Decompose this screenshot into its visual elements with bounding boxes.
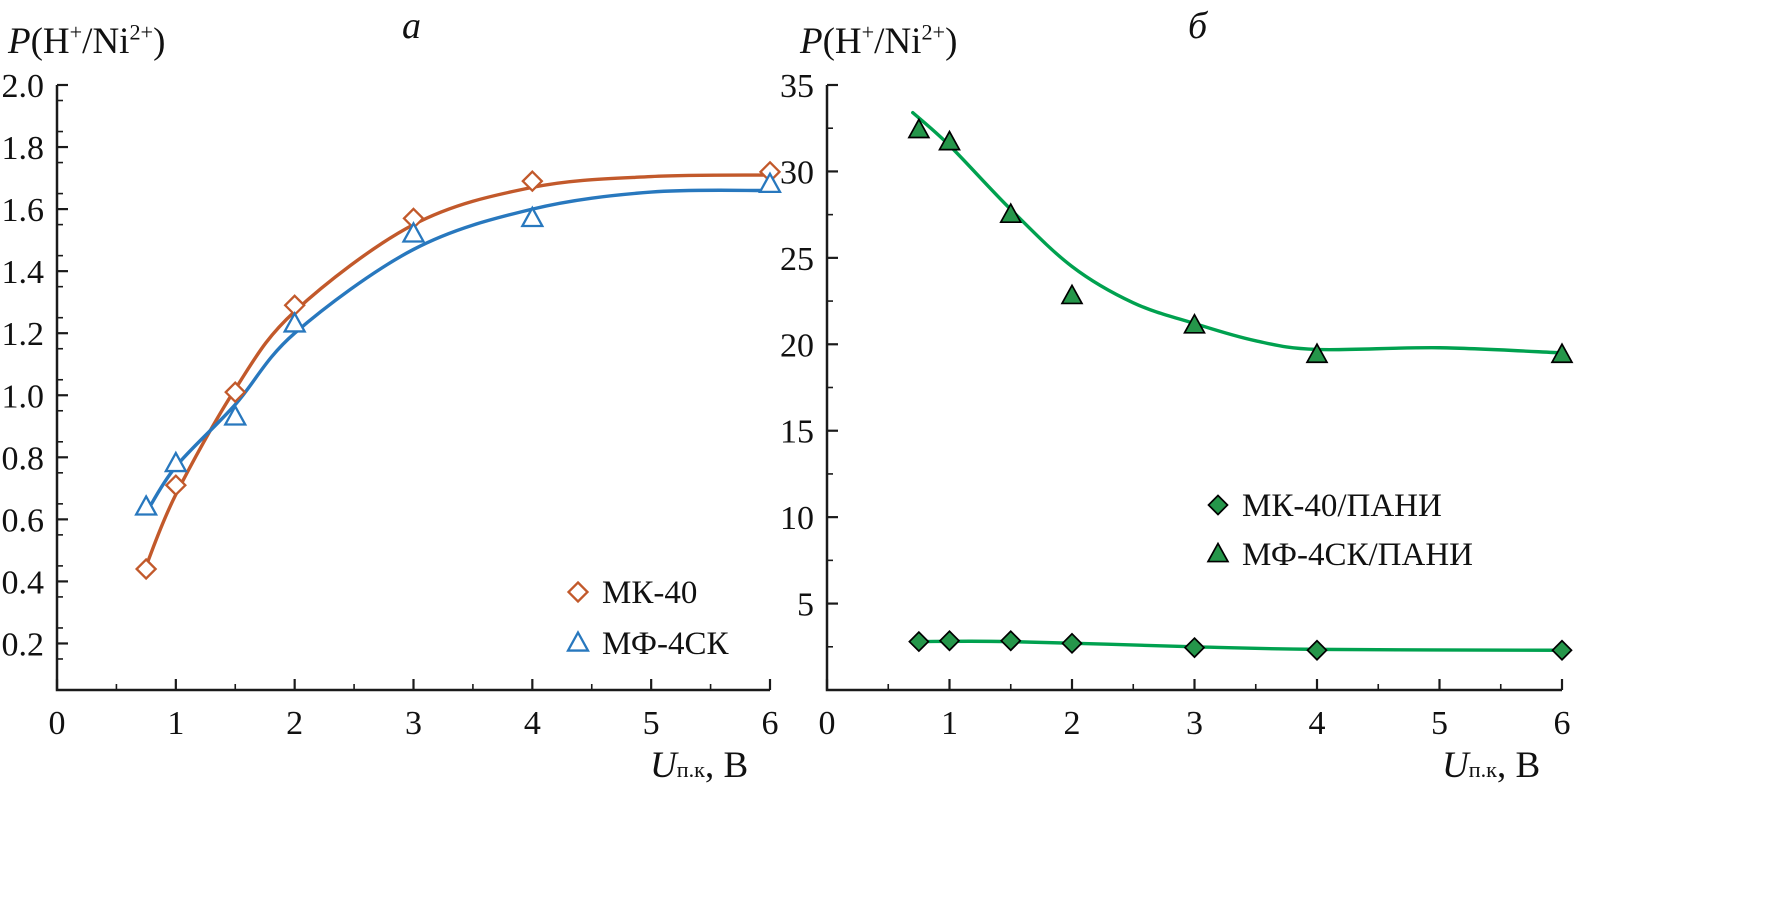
marker-МФ-4СК bbox=[758, 171, 782, 193]
marker-МФ-4СК bbox=[520, 205, 545, 228]
y-tick-label: 10 bbox=[780, 500, 814, 537]
y-tick-label: 1.2 bbox=[2, 316, 45, 353]
panel-b-x-axis-label: Uп.к, В bbox=[1442, 745, 1541, 786]
x-tick-label: 5 bbox=[1431, 705, 1448, 742]
y-tick-label: 1.8 bbox=[2, 130, 45, 167]
marker-МК-40/ПАНИ bbox=[938, 630, 961, 652]
panel-a: 0 1 2 3 4 5 6 0.2 0.4 0.6 0.8 1.0 1.2 1.4 1.6 1.8 2.0 МК-… bbox=[2, 68, 782, 742]
y-tick-label: 1.4 bbox=[2, 254, 45, 291]
x-tick-label: 0 bbox=[49, 705, 66, 742]
legend-label-МФ-4СК: МФ-4СК bbox=[602, 626, 729, 662]
x-tick-label: 4 bbox=[524, 705, 541, 742]
y-tick-label: 0.4 bbox=[2, 564, 45, 601]
panel-a-title: a bbox=[402, 5, 421, 47]
panel-a-y-axis-label: P(H+/Ni2+) bbox=[8, 19, 166, 62]
panel-b-y-axis-label: P(H+/Ni2+) bbox=[800, 19, 958, 62]
marker-МФ-4СК/ПАНИ bbox=[999, 202, 1023, 224]
marker-МФ-4СК/ПАНИ bbox=[907, 117, 931, 139]
legend-label-МФ-4СК/ПАНИ: МФ-4СК/ПАНИ bbox=[1242, 537, 1473, 573]
marker-МФ-4СК/ПАНИ bbox=[1550, 342, 1574, 364]
x-tick-label: 2 bbox=[286, 705, 303, 742]
y-tick-label: 25 bbox=[780, 241, 814, 278]
marker-МФ-4СК bbox=[401, 221, 426, 243]
marker-МК-40/ПАНИ bbox=[1183, 636, 1206, 659]
panel-a-x-axis-label: Uп.к, В bbox=[650, 745, 749, 786]
marker-МФ-4СК bbox=[163, 450, 188, 473]
x-tick-label: 1 bbox=[167, 705, 184, 742]
y-tick-label: 2.0 bbox=[2, 68, 45, 105]
marker-МК-40/ПАНИ bbox=[1000, 630, 1022, 652]
legend-marker-МК-40 bbox=[566, 580, 590, 604]
marker-МФ-4СК bbox=[223, 404, 248, 426]
marker-МК-40 bbox=[521, 170, 544, 193]
x-tick-label: 3 bbox=[405, 705, 422, 742]
marker-МК-40/ПАНИ bbox=[908, 630, 930, 653]
x-tick-label: 6 bbox=[1554, 705, 1571, 742]
x-tick-label: 0 bbox=[819, 705, 836, 742]
x-tick-label: 4 bbox=[1309, 705, 1326, 742]
marker-МФ-4СК/ПАНИ bbox=[1183, 313, 1206, 334]
marker-МК-40 bbox=[224, 381, 247, 404]
marker-МФ-4СК/ПАНИ bbox=[938, 129, 961, 151]
marker-МК-40/ПАНИ bbox=[1061, 632, 1083, 655]
y-tick-label: 5 bbox=[797, 587, 814, 624]
y-tick-label: 30 bbox=[780, 154, 814, 191]
series-curve-МК-40/ПАНИ bbox=[917, 639, 1564, 652]
series-curve-МК-40 bbox=[144, 173, 772, 568]
x-tick-label: 1 bbox=[941, 705, 958, 742]
panel-b-title: б bbox=[1188, 5, 1208, 47]
y-tick-label: 35 bbox=[780, 68, 814, 105]
marker-МФ-4СК/ПАНИ bbox=[1305, 342, 1329, 364]
panel-б: 0 1 2 3 4 5 6 5 10 15 20 25 30 35 МК-40/ПАНИ МФ-4СК/ПАН… bbox=[780, 68, 1574, 742]
y-tick-label: 1.6 bbox=[2, 192, 45, 229]
x-tick-label: 3 bbox=[1186, 705, 1203, 742]
series-curve-МФ-4СК/ПАНИ bbox=[911, 110, 1564, 355]
y-tick-label: 0.8 bbox=[2, 440, 45, 477]
legend-label-МК-40: МК-40 bbox=[602, 575, 697, 611]
axes bbox=[825, 85, 1562, 692]
marker-МК-40/ПАНИ bbox=[1306, 639, 1328, 661]
marker-МФ-4СК bbox=[282, 311, 307, 333]
y-tick-label: 1.0 bbox=[2, 378, 45, 415]
y-tick-label: 20 bbox=[780, 327, 814, 364]
legend-label-МК-40/ПАНИ: МК-40/ПАНИ bbox=[1242, 488, 1442, 524]
marker-МФ-4СК/ПАНИ bbox=[1060, 283, 1084, 305]
x-tick-label: 5 bbox=[643, 705, 660, 742]
legend-marker-МФ-4СК bbox=[566, 630, 590, 652]
y-tick-label: 15 bbox=[780, 414, 814, 451]
marker-МФ-4СК bbox=[134, 494, 159, 516]
marker-МК-40 bbox=[164, 474, 187, 497]
y-tick-label: 0.6 bbox=[2, 502, 45, 539]
x-tick-label: 2 bbox=[1064, 705, 1081, 742]
legend-marker-МФ-4СК/ПАНИ bbox=[1206, 541, 1230, 563]
marker-МК-40 bbox=[134, 557, 158, 581]
legend-marker-МК-40/ПАНИ bbox=[1207, 494, 1229, 516]
series-curve-МФ-4СК bbox=[144, 188, 772, 515]
marker-МК-40/ПАНИ bbox=[1551, 639, 1573, 661]
y-tick-label: 0.2 bbox=[2, 626, 45, 663]
x-tick-label: 6 bbox=[762, 705, 779, 742]
